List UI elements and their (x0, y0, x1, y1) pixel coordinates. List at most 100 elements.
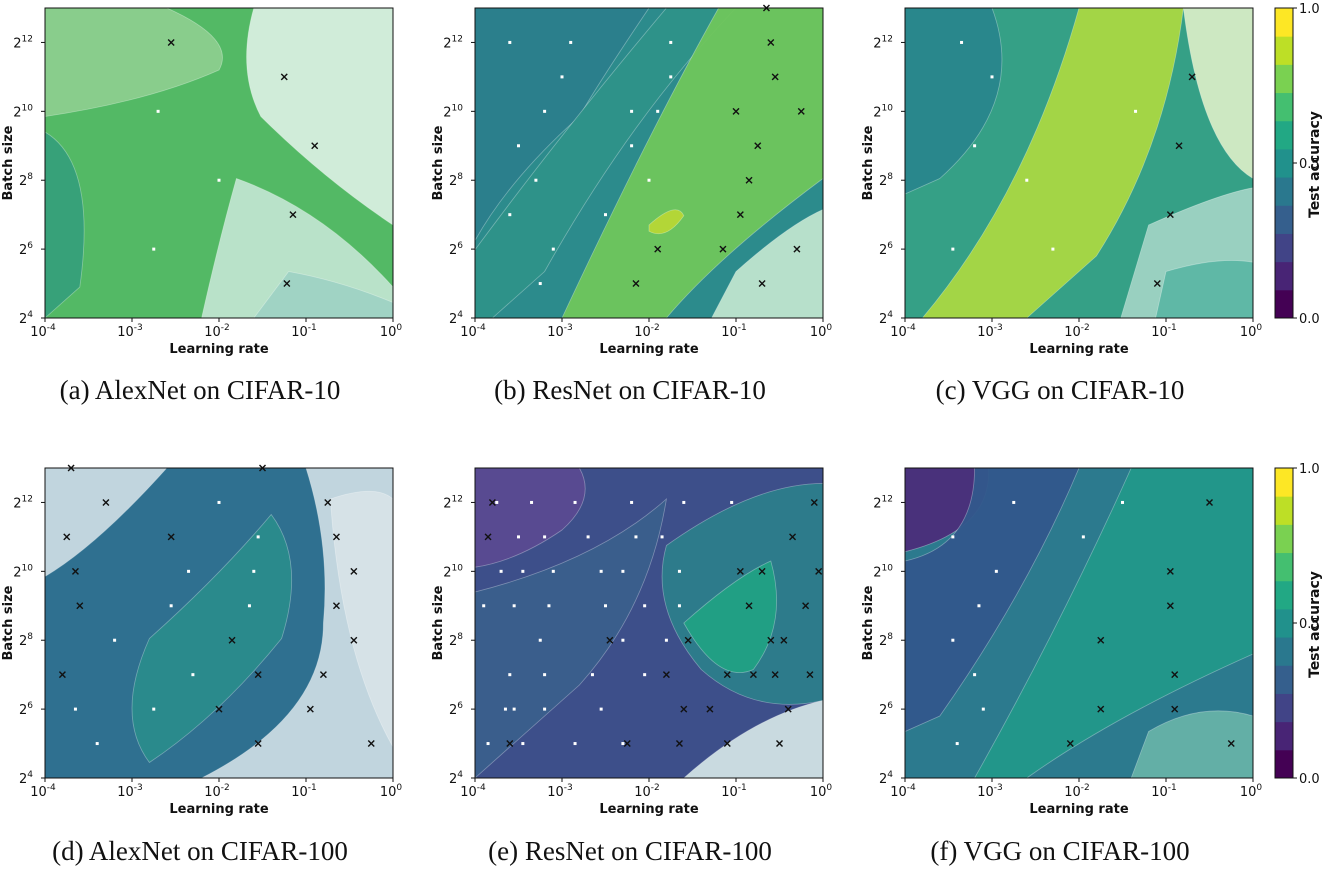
sample-point-white (586, 535, 590, 539)
sample-point-white (621, 638, 625, 642)
y-tick-label: 210 (13, 103, 33, 120)
sample-point-x (810, 498, 818, 506)
y-tick-label: 210 (873, 103, 893, 120)
sample-point-x (254, 671, 262, 679)
x-axis-label: Learning rate (599, 342, 698, 357)
sample-point-x (723, 740, 731, 748)
x-tick-label: 10-3 (977, 783, 1003, 800)
sample-point-x (771, 73, 779, 81)
sample-point-white (730, 500, 734, 504)
sample-point-x (776, 740, 783, 748)
sample-point-x (736, 211, 744, 219)
x-tick-label: 10-1 (1151, 783, 1177, 800)
colorbar-swatch (1275, 233, 1293, 263)
colorbar-swatch (1275, 693, 1293, 723)
sample-point-x (1175, 142, 1183, 150)
contour-band (474, 467, 586, 568)
contour-band (648, 209, 685, 235)
colorbar-swatch (1275, 261, 1293, 291)
colorbar-bottom-label: Test accuracy (1307, 571, 1323, 678)
sample-point-white (543, 707, 547, 711)
sample-point-white (599, 707, 603, 711)
sample-point-white (156, 109, 160, 113)
sample-point-white (656, 109, 660, 113)
sample-point-x (1097, 705, 1105, 713)
sample-point-white (604, 604, 607, 608)
colorbar-tick-label: 0.0 (1299, 772, 1320, 787)
sample-point-white (669, 75, 673, 79)
sample-point-x (767, 636, 775, 644)
y-tick-label: 28 (19, 632, 33, 649)
sample-point-x (1188, 73, 1196, 81)
sample-point-white (517, 535, 520, 539)
sample-point-white (560, 75, 564, 79)
sample-point-x (680, 705, 688, 713)
colorbar-swatch (1275, 205, 1293, 234)
sample-point-x (654, 245, 662, 253)
sample-point-white (256, 535, 260, 539)
sample-point-white (573, 500, 577, 504)
x-tick-label: 10-1 (1151, 323, 1177, 340)
contour-band (474, 7, 737, 319)
sample-point-x (283, 280, 291, 288)
sample-point-x (1166, 602, 1174, 610)
sample-point-white (252, 569, 256, 573)
y-tick-label: 210 (443, 563, 463, 580)
sample-point-x (754, 142, 762, 150)
y-tick-label: 212 (13, 34, 33, 51)
y-tick-label: 212 (13, 494, 33, 511)
sample-point-x (675, 740, 683, 748)
sample-point-x (771, 671, 779, 679)
sample-point-x (758, 280, 766, 288)
sample-point-white (534, 178, 538, 182)
sample-point-white (538, 282, 542, 286)
sample-point-x (215, 705, 223, 713)
x-tick-label: 10-2 (634, 783, 660, 800)
sample-point-white (191, 673, 195, 677)
sample-point-white (569, 40, 573, 44)
colorbar-swatch (1275, 524, 1293, 554)
sample-point-x (784, 705, 792, 713)
sample-point-x (1066, 740, 1074, 748)
sample-point-white (677, 604, 681, 608)
colorbar-top-svg: 0.0 0.5 1.0 (1274, 2, 1320, 327)
sample-point-white (682, 500, 686, 504)
y-tick-label: 26 (449, 701, 463, 718)
sample-point-white (503, 707, 507, 711)
x-axis-label: Learning rate (169, 802, 268, 817)
sample-point-white (621, 742, 625, 746)
colorbar-tick-label: 1.0 (1299, 462, 1320, 477)
sample-point-white (551, 569, 555, 573)
y-tick-label: 26 (879, 241, 893, 258)
sample-point-white (73, 707, 77, 711)
sample-point-white (508, 673, 512, 677)
contour-band (44, 7, 223, 117)
sample-point-white (951, 247, 955, 251)
sample-point-x (332, 602, 340, 610)
sample-point-white (677, 569, 681, 573)
y-tick-label: 212 (443, 34, 463, 51)
sample-point-white (1134, 109, 1138, 113)
sample-point-white (1051, 247, 1055, 251)
x-tick-label: 100 (380, 783, 403, 800)
colorbar-tick-label: 0.5 (1299, 617, 1320, 632)
contour-band (44, 131, 85, 319)
colorbar-swatch (1275, 721, 1293, 751)
sample-point-x (102, 498, 110, 506)
colorbar-top-label: Test accuracy (1307, 111, 1323, 218)
sample-point-x (806, 671, 814, 679)
y-axis-label: Batch size (431, 585, 446, 660)
sample-point-white (521, 742, 525, 746)
x-tick-label: 10-1 (291, 783, 317, 800)
sample-point-white (187, 569, 191, 573)
sample-point-x (1166, 567, 1174, 575)
sample-point-white (621, 569, 625, 573)
sample-point-x (745, 602, 753, 610)
sample-point-white (217, 500, 221, 504)
y-tick-label: 26 (19, 701, 33, 718)
sample-point-x (684, 636, 692, 644)
contour-band (904, 7, 1003, 195)
colorbar-swatch (1275, 289, 1293, 319)
contour-band (131, 513, 293, 764)
x-axis-label: Learning rate (1029, 342, 1128, 357)
